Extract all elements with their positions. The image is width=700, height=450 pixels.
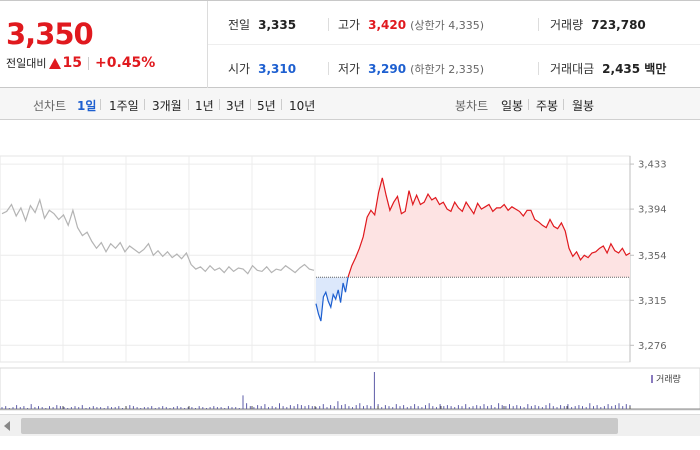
period-divider bbox=[528, 99, 529, 110]
up-segment-line bbox=[347, 177, 631, 278]
period-3m[interactable]: 3개월 bbox=[152, 99, 182, 113]
candle-daily[interactable]: 일봉 bbox=[501, 99, 524, 113]
candle-chart-label: 봉차트 bbox=[455, 99, 489, 113]
period-divider bbox=[219, 99, 220, 110]
y-tick-label: 3,315 bbox=[638, 296, 667, 307]
period-divider bbox=[563, 99, 564, 110]
amount-stat: 거래대금 2,435 백만 bbox=[550, 60, 666, 77]
prev-close-value: 3,335 bbox=[258, 18, 297, 32]
scroll-thumb[interactable] bbox=[21, 418, 618, 434]
candle-monthly[interactable]: 월봉 bbox=[572, 99, 595, 113]
y-tick-label: 3,433 bbox=[638, 160, 667, 171]
volume-stat: 거래량 723,780 bbox=[550, 16, 646, 33]
up-fill-area bbox=[348, 177, 630, 278]
scroll-left-icon[interactable] bbox=[4, 421, 10, 431]
prev-day-line bbox=[1, 197, 315, 275]
chart-scrollbar[interactable] bbox=[0, 414, 700, 436]
period-10y[interactable]: 10년 bbox=[289, 99, 316, 113]
quote-row-divider bbox=[208, 44, 700, 45]
change-percent: +0.45% bbox=[94, 55, 156, 71]
period-toolbar: 선차트 1일 1주일 3개월 1년 3년 5년 10년 봉차트 일봉 주봉 월봉 bbox=[0, 88, 700, 120]
volume-panel: 거래량 bbox=[0, 367, 700, 411]
volume-legend-swatch bbox=[651, 375, 653, 383]
high-label: 고가 bbox=[338, 18, 361, 32]
volume-label: 거래량 bbox=[550, 18, 584, 32]
high-value: 3,420 bbox=[368, 18, 407, 32]
period-divider bbox=[144, 99, 145, 110]
prev-close-label: 전일 bbox=[228, 18, 251, 32]
period-divider bbox=[250, 99, 251, 110]
period-divider bbox=[188, 99, 189, 110]
period-divider bbox=[281, 99, 282, 110]
amount-label: 거래대금 bbox=[550, 62, 595, 76]
open-stat: 시가 3,310 bbox=[228, 60, 296, 77]
period-3y[interactable]: 3년 bbox=[226, 99, 245, 113]
volume-frame bbox=[0, 367, 700, 411]
low-stat: 저가 3,290 (하한가 2,335) bbox=[338, 60, 484, 77]
current-price: 3,350 bbox=[6, 17, 94, 51]
period-1d[interactable]: 1일 bbox=[77, 99, 97, 113]
stat-divider bbox=[538, 62, 539, 75]
prev-close-stat: 전일 3,335 bbox=[228, 16, 296, 33]
price-chart: 3,433 3,394 3,354 3,315 3,276 거래량 bbox=[0, 155, 700, 411]
current-price-box: 3,350 전일대비 15 +0.45% bbox=[0, 1, 208, 88]
line-chart-label: 선차트 bbox=[33, 99, 67, 113]
high-stat: 고가 3,420 (상한가 4,335) bbox=[338, 16, 484, 33]
period-1w[interactable]: 1주일 bbox=[109, 99, 139, 113]
candle-weekly[interactable]: 주봉 bbox=[536, 99, 559, 113]
y-axis: 3,433 3,394 3,354 3,315 3,276 bbox=[630, 160, 667, 352]
low-value: 3,290 bbox=[368, 62, 407, 76]
up-triangle-icon bbox=[49, 57, 62, 69]
amount-value: 2,435 백만 bbox=[602, 62, 667, 76]
change-row: 전일대비 15 +0.45% bbox=[6, 55, 155, 71]
change-label: 전일대비 bbox=[6, 57, 47, 70]
chart-fill-areas bbox=[316, 177, 630, 322]
period-divider bbox=[100, 99, 101, 110]
price-lines bbox=[1, 177, 631, 322]
volume-value: 723,780 bbox=[591, 18, 646, 32]
y-tick-label: 3,394 bbox=[638, 205, 667, 216]
change-divider bbox=[87, 56, 89, 70]
stat-divider bbox=[538, 18, 539, 31]
quote-panel: 3,350 전일대비 15 +0.45% 전일 3,335 고가 3,420 (상한가… bbox=[0, 0, 700, 88]
change-value: 15 bbox=[62, 55, 82, 71]
down-segment-line bbox=[315, 277, 349, 322]
bottom-padding bbox=[0, 436, 700, 450]
period-5y[interactable]: 5년 bbox=[257, 99, 276, 113]
volume-legend-label: 거래량 bbox=[656, 373, 681, 385]
open-value: 3,310 bbox=[258, 62, 297, 76]
y-tick-label: 3,354 bbox=[638, 251, 667, 262]
upper-limit: (상한가 4,335) bbox=[410, 19, 484, 32]
low-label: 저가 bbox=[338, 62, 361, 76]
period-1y[interactable]: 1년 bbox=[195, 99, 214, 113]
stat-divider bbox=[328, 62, 329, 75]
open-label: 시가 bbox=[228, 62, 251, 76]
lower-limit: (하한가 2,335) bbox=[410, 63, 484, 76]
y-tick-label: 3,276 bbox=[638, 341, 667, 352]
stat-divider bbox=[328, 18, 329, 31]
